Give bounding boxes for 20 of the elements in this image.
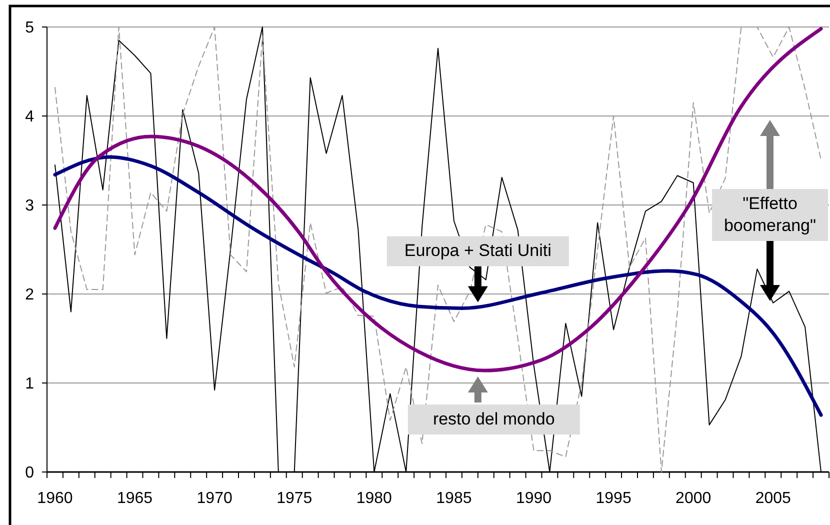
y-tick-label: 1	[25, 376, 34, 393]
x-tick-label: 1990	[516, 490, 552, 507]
annotation: "Effetto boomerang"	[724, 194, 816, 235]
y-tick-label: 5	[25, 20, 34, 37]
x-tick-label: 1960	[37, 490, 73, 507]
x-tick-label: 2005	[755, 490, 792, 507]
x-tick-label: 1975	[276, 490, 312, 507]
x-tick-label: 1970	[196, 490, 232, 507]
x-tick-label: 1980	[356, 490, 392, 507]
y-tick-label: 2	[25, 286, 34, 304]
y-tick-label: 3	[25, 198, 34, 215]
y-tick-label: 0	[25, 464, 34, 482]
x-tick-label: 1995	[596, 490, 632, 507]
annotation: resto del mondo	[432, 410, 555, 429]
y-tick-label: 4	[25, 108, 34, 126]
line-series	[53, 27, 823, 372]
x-tick-label: 2000	[676, 490, 712, 507]
x-tick-label: 1965	[116, 490, 153, 507]
x-tick-label: 1985	[436, 490, 472, 507]
annotation: Europa + Stati Uniti	[404, 241, 552, 260]
